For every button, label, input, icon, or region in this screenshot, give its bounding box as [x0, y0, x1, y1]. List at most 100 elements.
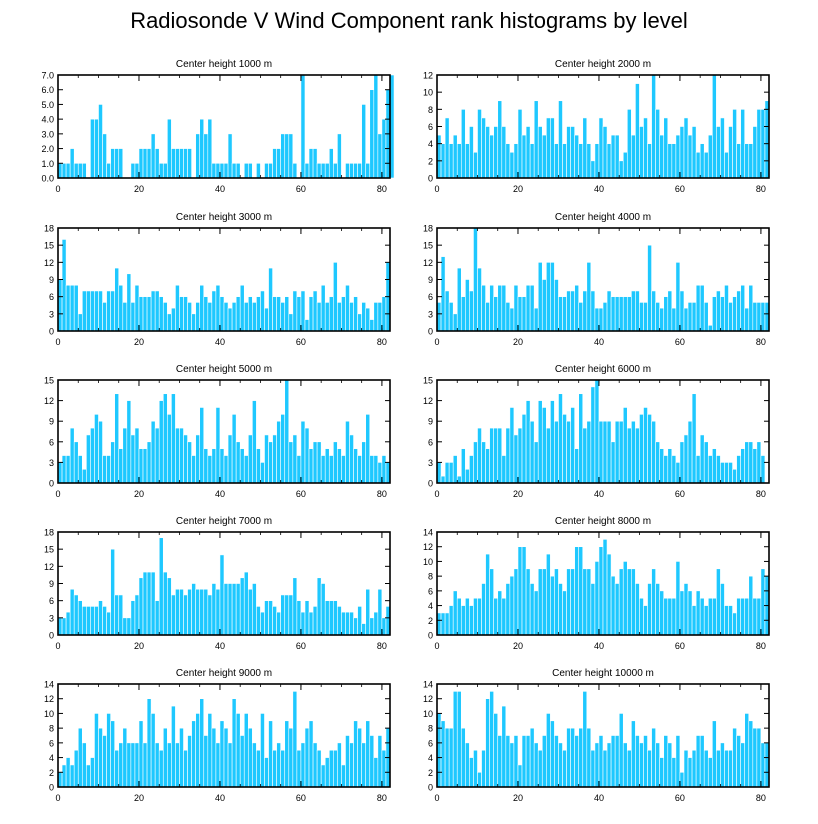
histogram-bar: [732, 109, 737, 179]
histogram-bar: [158, 749, 164, 788]
histogram-bar: [691, 126, 697, 179]
x-tick-label: 60: [675, 489, 685, 499]
histogram-bar: [284, 594, 290, 636]
histogram-bar: [663, 735, 669, 788]
histogram-bar: [440, 256, 446, 332]
histogram-panel: Center height 10000 m 0 2 4 6 8 10 12 14 0 20 40 60 8…: [423, 668, 770, 803]
histogram-bar: [760, 302, 766, 332]
histogram-bar: [744, 597, 750, 636]
histogram-bar: [231, 162, 237, 179]
histogram-bar: [748, 284, 754, 332]
histogram-bar: [703, 605, 709, 636]
histogram-bar: [525, 284, 531, 332]
histogram-bar: [324, 600, 330, 636]
y-tick-label: 4: [49, 753, 54, 763]
histogram-bar: [594, 742, 600, 788]
histogram-bar: [288, 727, 294, 788]
histogram-bar: [497, 590, 503, 636]
histogram-panel: Center height 1000 m 0.0 1.0 2.0 3.0 4.0 5.0 6.…: [41, 59, 395, 194]
histogram-bar: [349, 742, 354, 788]
histogram-bar: [699, 735, 705, 788]
histogram-bar: [639, 414, 644, 484]
histogram-bar: [235, 713, 241, 788]
histogram-bar: [86, 434, 91, 484]
histogram-bar: [288, 313, 294, 332]
histogram-bar: [707, 597, 713, 636]
histogram-bar: [728, 605, 733, 636]
histogram-bar: [328, 455, 334, 484]
y-tick-label: 4: [428, 753, 433, 763]
histogram-bar: [752, 597, 758, 636]
histogram-bar: [635, 290, 640, 332]
histogram-bar: [695, 735, 701, 788]
histogram-bar: [223, 162, 229, 179]
y-tick-label: 10: [423, 557, 433, 567]
histogram-bar: [69, 427, 75, 484]
histogram-bar: [337, 302, 342, 332]
histogram-bar: [594, 307, 600, 332]
histogram-bar: [264, 600, 269, 636]
histogram-bar: [154, 427, 160, 484]
histogram-bar: [517, 427, 523, 484]
histogram-bar: [369, 319, 375, 332]
histogram-bar: [517, 296, 523, 332]
histogram-bar: [219, 448, 225, 484]
y-tick-label: 9: [428, 417, 433, 427]
histogram-bar: [223, 727, 229, 788]
histogram-bar: [207, 594, 213, 636]
histogram-bar: [732, 727, 737, 788]
histogram-bar: [280, 302, 286, 332]
histogram-bar: [703, 302, 709, 332]
y-tick-label: 2: [428, 616, 433, 626]
histogram-bar: [61, 617, 67, 636]
histogram-bar: [357, 162, 362, 179]
histogram-bar: [320, 583, 326, 636]
y-tick-label: 6: [428, 437, 433, 447]
histogram-bar: [477, 109, 482, 179]
histogram-bar: [606, 143, 612, 179]
histogram-panel: Center height 4000 m 0 3 6 9 12 15 18 0 20 40 60 80: [423, 212, 770, 347]
histogram-bar: [732, 296, 737, 332]
histogram-bar: [207, 455, 213, 484]
y-tick-label: 9: [49, 579, 54, 589]
histogram-bar: [183, 148, 188, 179]
histogram-bar: [570, 290, 575, 332]
histogram-bar: [167, 313, 172, 332]
histogram-bar: [667, 742, 673, 788]
histogram-bar: [562, 143, 567, 179]
histogram-bar: [260, 462, 265, 484]
histogram-bar: [69, 764, 75, 788]
histogram-bar: [631, 720, 636, 788]
histogram-bar: [509, 151, 515, 179]
histogram-bar: [537, 262, 543, 332]
histogram-bar: [493, 126, 499, 179]
histogram-bar: [130, 600, 136, 636]
histogram-bar: [333, 600, 338, 636]
histogram-bar: [695, 590, 701, 636]
histogram-bar: [191, 313, 196, 332]
histogram-bar: [740, 742, 746, 788]
histogram-bar: [341, 296, 346, 332]
x-tick-label: 40: [594, 489, 604, 499]
histogram-bar: [550, 400, 555, 484]
histogram-bar: [712, 296, 717, 332]
histogram-bar: [316, 749, 322, 788]
histogram-bar: [626, 749, 632, 788]
histogram-bar: [740, 284, 746, 332]
histogram-bar: [748, 143, 754, 179]
histogram-bar: [211, 162, 217, 179]
histogram-bar: [94, 713, 99, 788]
histogram-bar: [533, 742, 539, 788]
histogram-bar: [505, 583, 511, 636]
x-tick-label: 80: [377, 793, 387, 803]
histogram-bar: [574, 284, 580, 332]
histogram-bar: [635, 735, 640, 788]
histogram-bar: [179, 427, 184, 484]
histogram-bar: [247, 296, 253, 332]
histogram-bar: [211, 448, 217, 484]
histogram-bar: [102, 302, 107, 332]
histogram-bar: [179, 148, 184, 179]
histogram-bar: [243, 162, 249, 179]
histogram-bar: [130, 742, 136, 788]
histogram-bar: [280, 414, 286, 484]
